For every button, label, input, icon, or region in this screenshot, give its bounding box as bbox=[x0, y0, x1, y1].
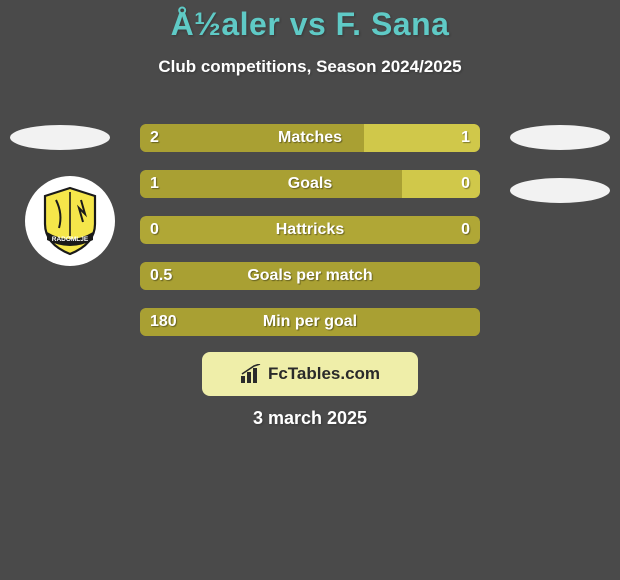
page-title: Å½aler vs F. Sana bbox=[0, 0, 620, 43]
bar-chart-icon bbox=[240, 364, 262, 384]
stat-label: Matches bbox=[140, 124, 480, 152]
stat-label: Hattricks bbox=[140, 216, 480, 244]
stats-container: 21Matches 10Goals 00Hattricks 0.5Goals per … bbox=[140, 124, 480, 354]
watermark: FcTables.com bbox=[202, 352, 418, 396]
stat-row: 180Min per goal bbox=[140, 308, 480, 336]
comparison-card: Å½aler vs F. Sana Club competitions, Sea… bbox=[0, 0, 620, 580]
club-badge: RADOMLJE bbox=[25, 176, 115, 266]
watermark-text: FcTables.com bbox=[268, 364, 380, 384]
page-subtitle: Club competitions, Season 2024/2025 bbox=[0, 57, 620, 77]
stat-row: 10Goals bbox=[140, 170, 480, 198]
date-line: 3 march 2025 bbox=[0, 408, 620, 429]
stat-row: 21Matches bbox=[140, 124, 480, 152]
stat-row: 0.5Goals per match bbox=[140, 262, 480, 290]
club-badge-text: RADOMLJE bbox=[52, 236, 89, 243]
player-right-ellipse-1 bbox=[510, 125, 610, 150]
player-right-ellipse-2 bbox=[510, 178, 610, 203]
club-badge-shield-icon: RADOMLJE bbox=[41, 186, 99, 256]
stat-label: Goals per match bbox=[140, 262, 480, 290]
stat-label: Min per goal bbox=[140, 308, 480, 336]
stat-row: 00Hattricks bbox=[140, 216, 480, 244]
stat-label: Goals bbox=[140, 170, 480, 198]
player-left-ellipse bbox=[10, 125, 110, 150]
